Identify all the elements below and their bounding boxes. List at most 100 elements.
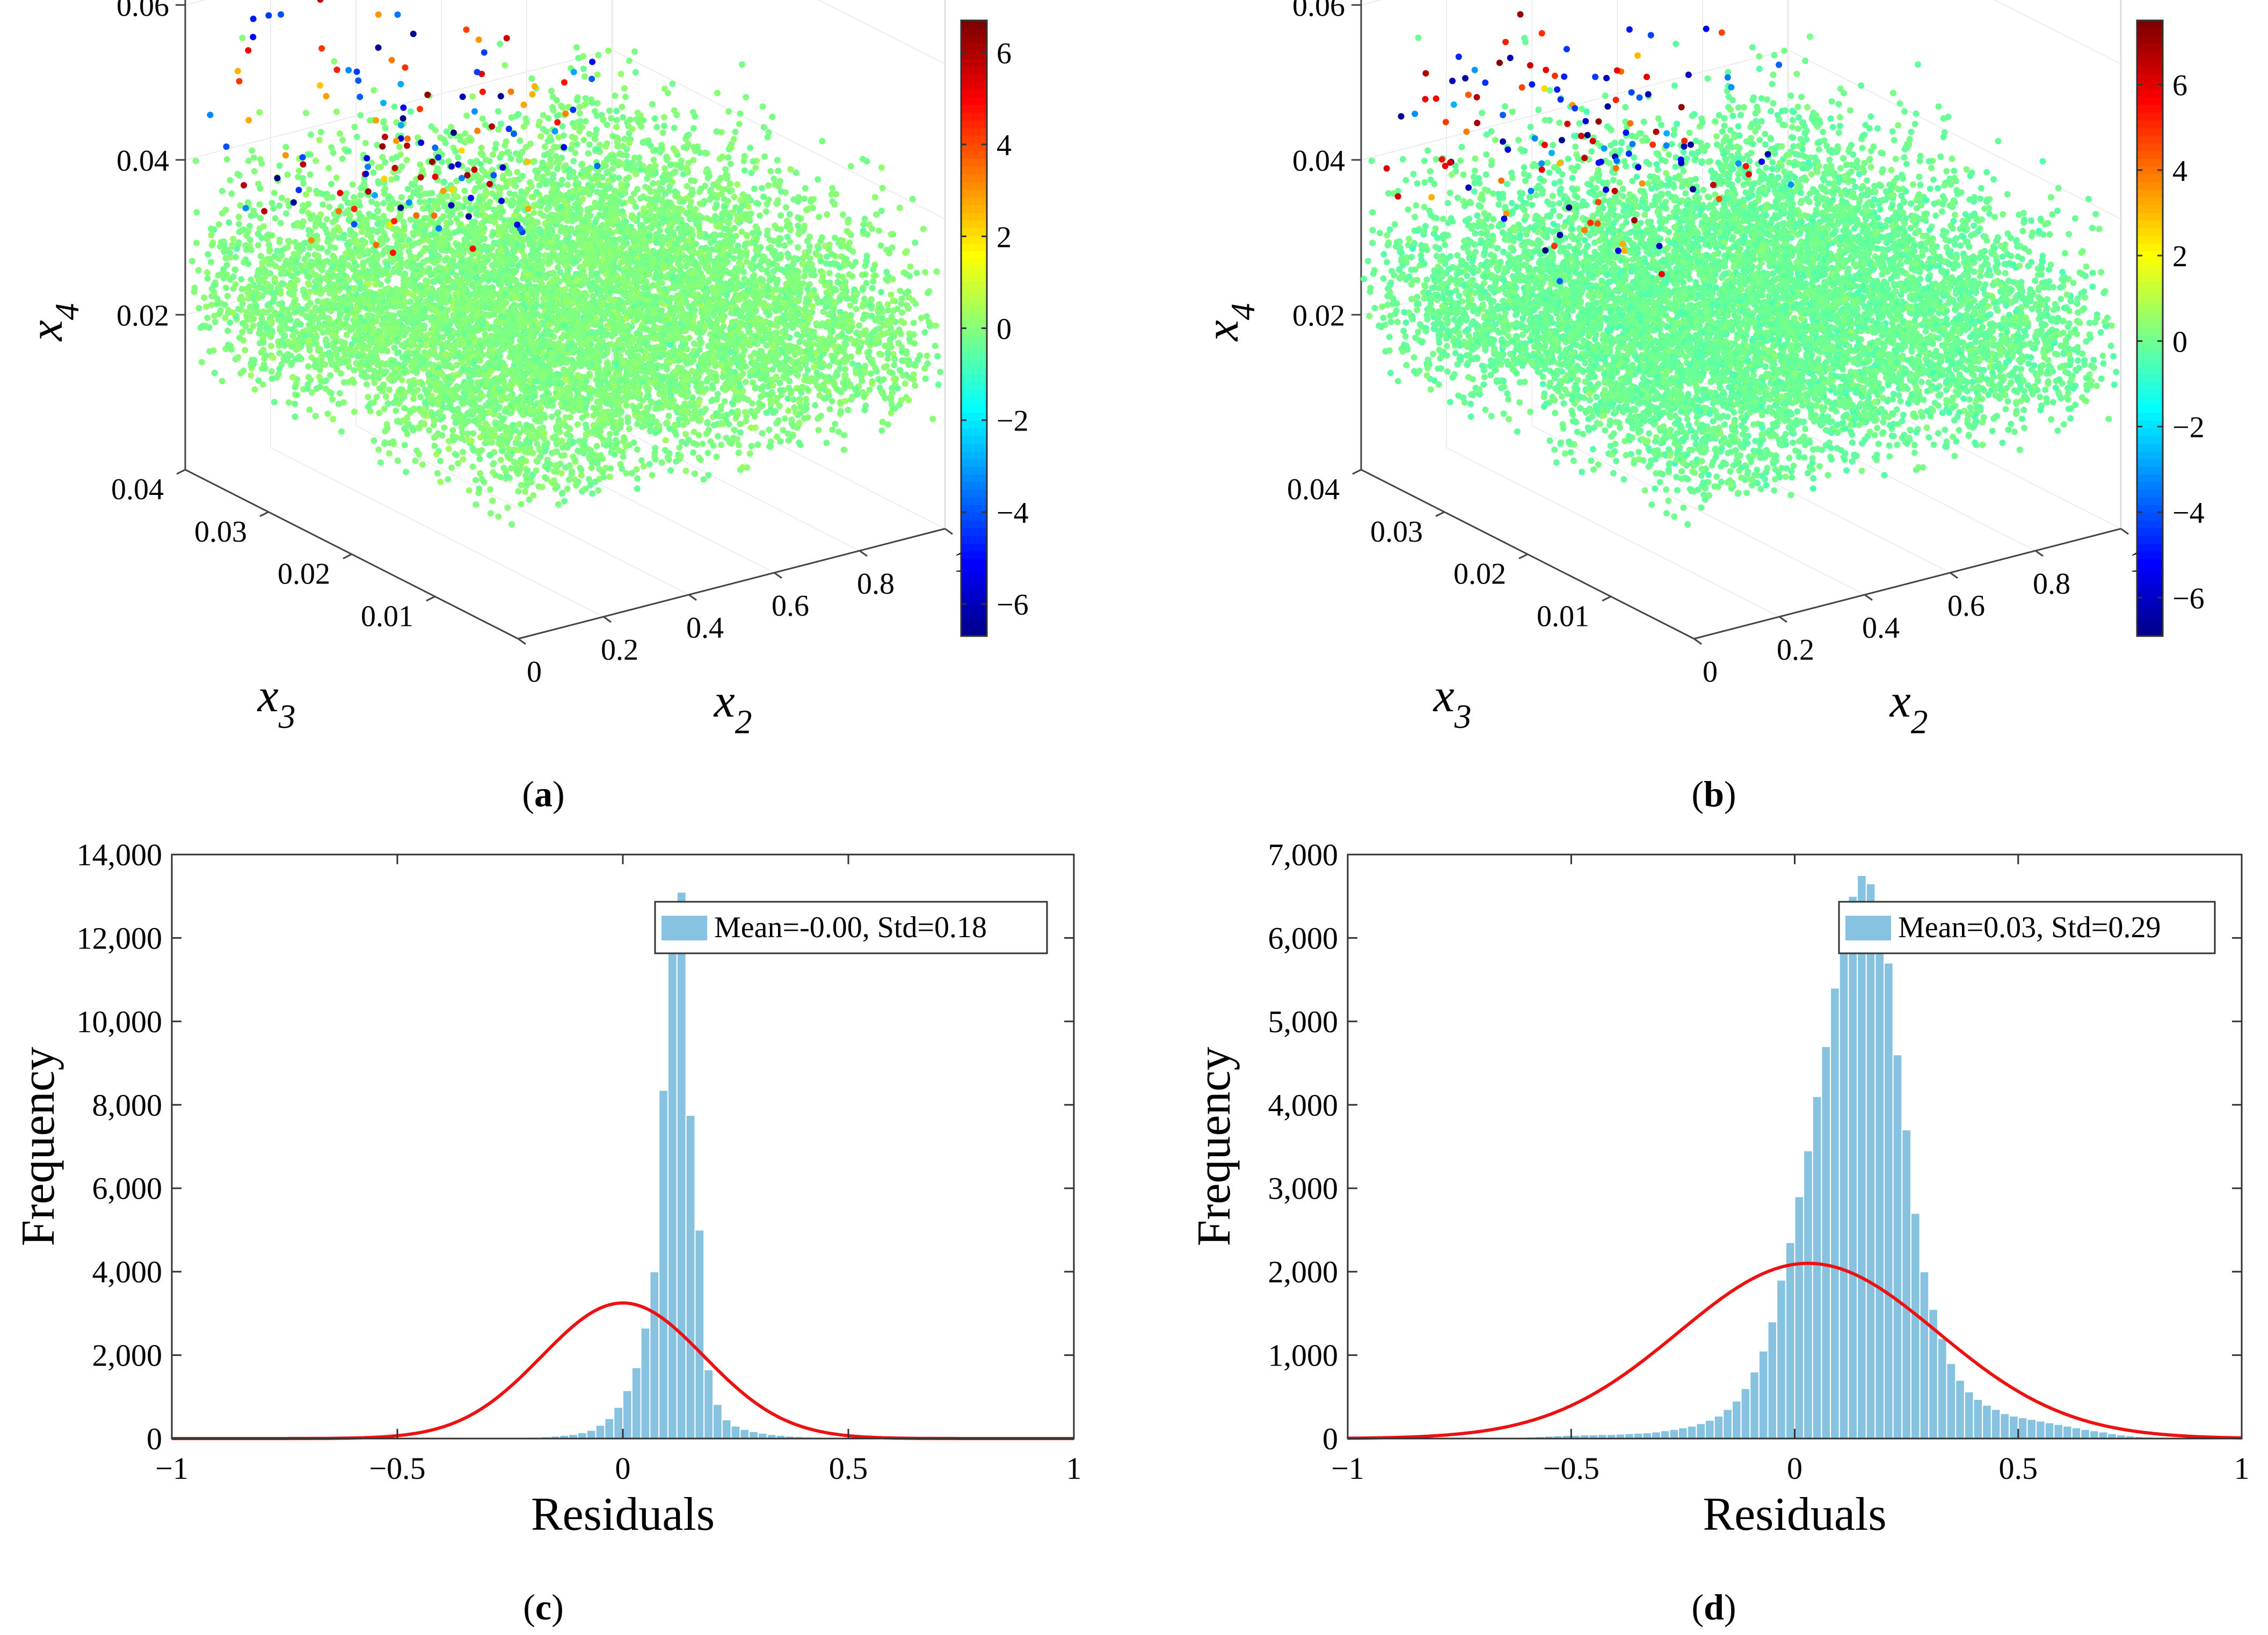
scatter-point <box>791 404 798 411</box>
scatter-point <box>377 459 384 466</box>
scatter-point <box>507 155 514 162</box>
scatter-point <box>734 181 741 188</box>
scatter-point <box>741 347 748 354</box>
scatter-point <box>879 185 886 192</box>
scatter-point <box>459 359 466 366</box>
scatter-point <box>738 352 745 359</box>
scatter-point <box>558 452 565 459</box>
scatter-point <box>781 415 788 422</box>
scatter-point <box>735 442 742 448</box>
scatter-point <box>884 301 891 308</box>
scatter-point <box>226 219 232 226</box>
scatter-point <box>583 425 590 432</box>
scatter-point <box>302 191 309 198</box>
scatter-point <box>621 136 628 142</box>
scatter-point <box>300 175 306 182</box>
scatter-point <box>203 303 210 310</box>
scatter3d-a: 00.20.40.60.810.010.020.030.040.020.040.… <box>20 0 1029 741</box>
scatter-point <box>649 472 656 479</box>
scatter-point <box>455 154 462 161</box>
scatter-point <box>900 319 907 326</box>
scatter-point <box>364 247 371 254</box>
scatter-point <box>426 268 433 275</box>
scatter-point <box>330 219 336 226</box>
scatter-point <box>759 430 766 437</box>
scatter-point <box>303 110 310 116</box>
z-gridline <box>185 0 946 65</box>
scatter-point <box>518 247 525 254</box>
scatter-point <box>612 92 619 99</box>
scatter-point <box>581 73 588 80</box>
scatter-point <box>371 379 378 386</box>
scatter-point <box>777 438 784 445</box>
scatter-point <box>246 237 253 244</box>
scatter-point <box>580 65 587 72</box>
scatter-point <box>459 429 466 436</box>
scatter-point <box>739 394 746 401</box>
scatter-point <box>846 239 853 246</box>
x2-tick <box>859 550 868 557</box>
scatter-point <box>737 420 744 427</box>
scatter-point <box>769 344 776 351</box>
scatter-point <box>582 118 589 125</box>
scatter-point <box>684 183 690 189</box>
scatter-point <box>316 374 323 381</box>
scatter-point <box>257 185 264 192</box>
scatter-point <box>617 70 624 77</box>
scatter-point <box>533 467 540 474</box>
scatter-point <box>604 360 610 367</box>
scatter-point <box>257 215 264 222</box>
scatter-point <box>651 115 658 122</box>
scatter-point <box>455 460 461 467</box>
scatter-point <box>198 359 205 366</box>
scatter-point <box>431 442 438 449</box>
scatter-point <box>619 104 626 110</box>
scatter-point <box>660 114 667 121</box>
scatter-point <box>725 154 732 161</box>
scatter-point <box>376 410 383 417</box>
scatter-point <box>728 242 735 249</box>
scatter-point <box>469 463 476 470</box>
scatter-point <box>706 254 713 261</box>
scatter-point <box>786 377 793 384</box>
x2-axis-label: x2 <box>713 675 752 741</box>
scatter-point <box>343 190 350 197</box>
scatter-point <box>575 55 582 62</box>
scatter-point <box>808 261 815 268</box>
scatter3d-axes: 00.20.40.60.810.010.020.030.040.020.040.… <box>20 0 969 741</box>
scatter-point <box>497 40 504 47</box>
x3-tick-label: 0.01 <box>361 600 413 633</box>
scatter-point <box>606 107 613 114</box>
scatter-point <box>261 355 268 362</box>
scatter-point <box>625 174 632 181</box>
scatter-point <box>548 87 555 94</box>
scatter-point <box>660 122 667 129</box>
scatter-point <box>832 253 839 259</box>
scatter-point <box>699 440 706 447</box>
scatter-point <box>799 383 806 390</box>
scatter-point <box>623 152 630 159</box>
scatter-point <box>626 426 633 432</box>
scatter-point <box>652 405 659 412</box>
scatter-point <box>227 276 234 283</box>
x2-tick <box>774 572 782 579</box>
scatter-point <box>798 389 805 396</box>
scatter-point <box>853 305 860 312</box>
x2-tick-label: 0.6 <box>772 589 809 623</box>
scatter-point <box>888 410 895 417</box>
scatter-point <box>372 281 379 288</box>
scatter-point <box>438 158 445 165</box>
scatter-point <box>735 449 742 456</box>
scatter-point <box>237 202 244 209</box>
scatter-point <box>441 424 447 431</box>
scatter-point <box>604 140 610 147</box>
scatter-point <box>715 184 722 191</box>
scatter-point <box>425 370 432 377</box>
scatter-point <box>766 443 773 450</box>
scatter-point <box>795 214 802 221</box>
scatter-point <box>767 168 774 174</box>
scatter-point <box>780 349 787 356</box>
scatter-point <box>326 203 333 210</box>
scatter-point <box>923 313 930 320</box>
scatter-point <box>784 395 791 402</box>
